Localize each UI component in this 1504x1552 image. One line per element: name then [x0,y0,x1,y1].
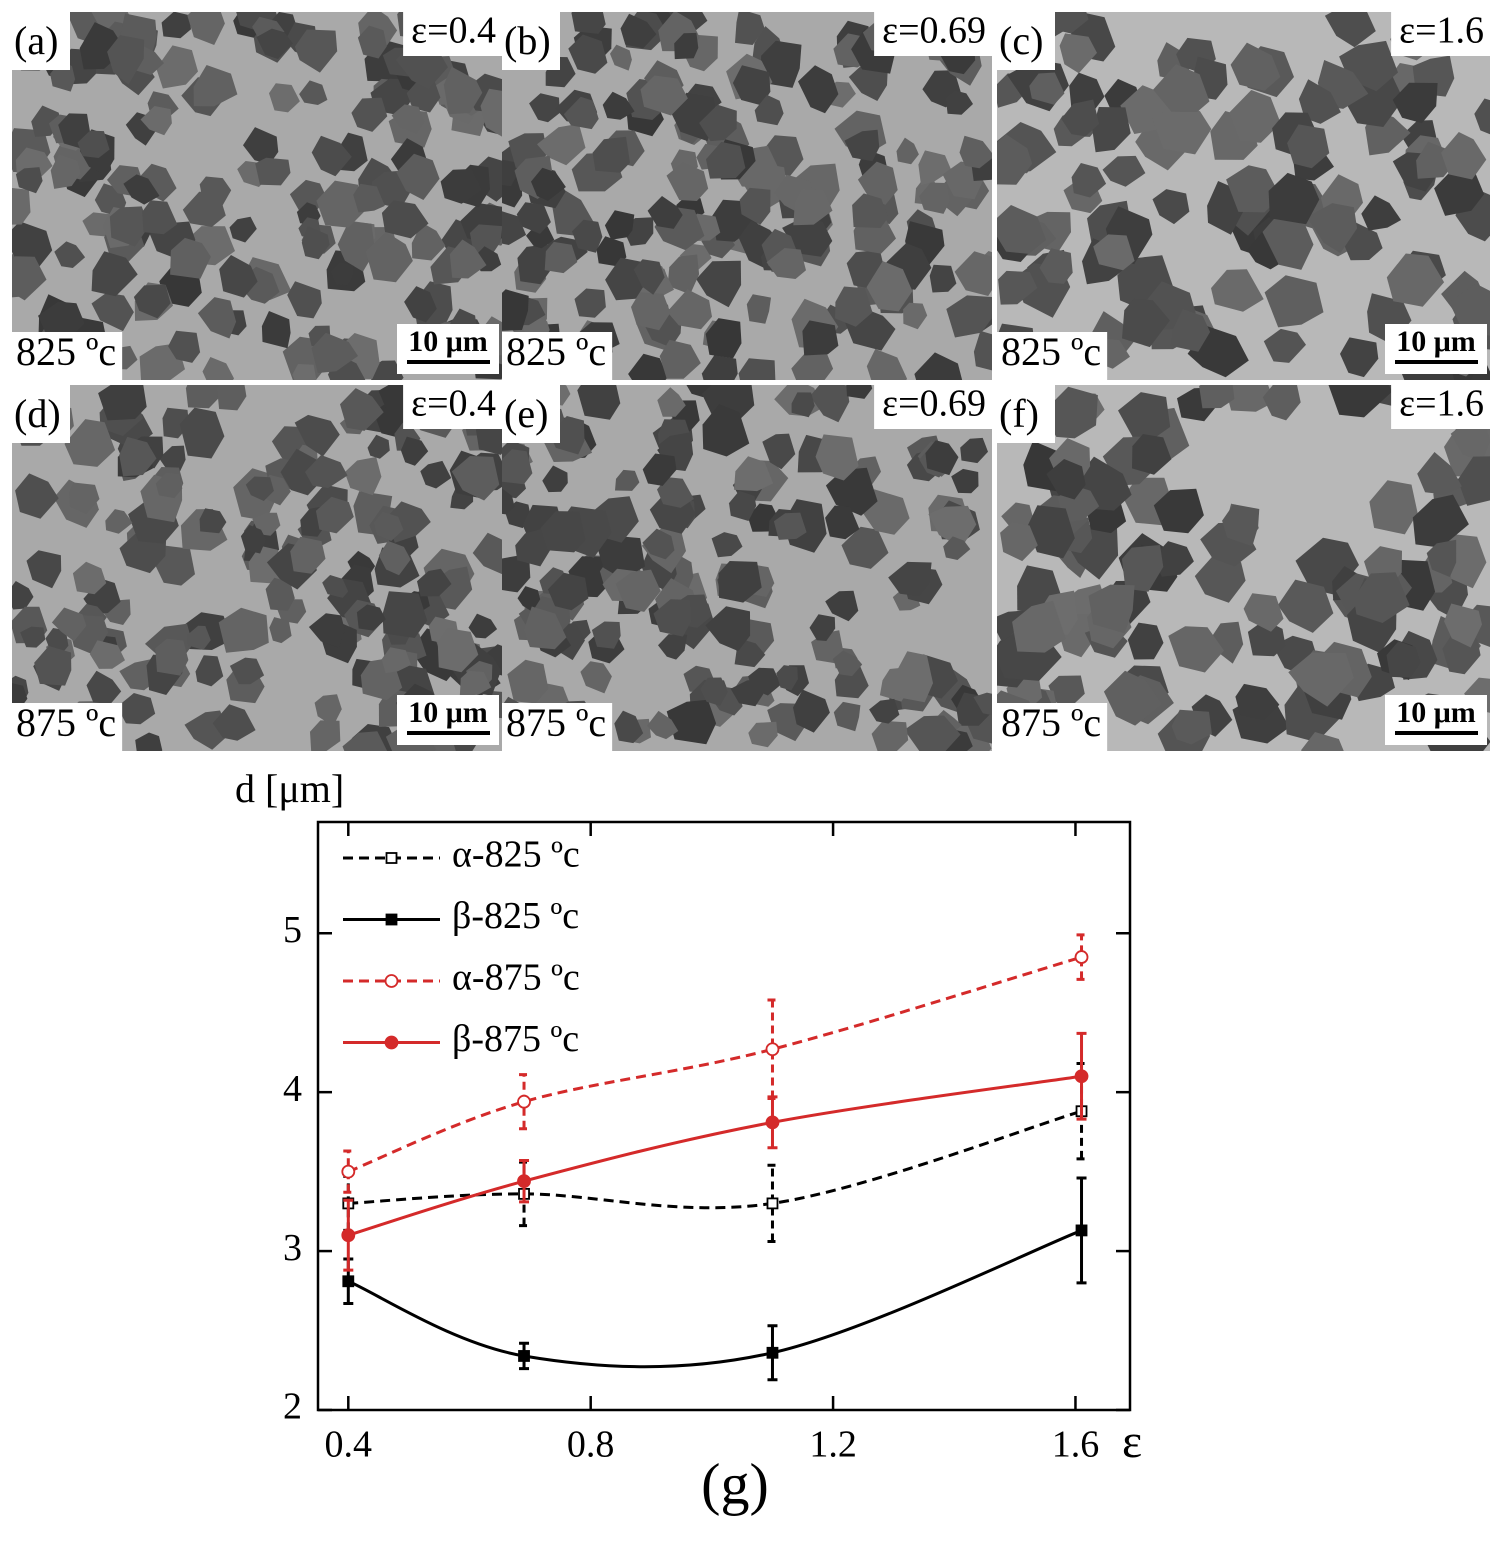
x-tick-label: 0.4 [325,1424,373,1466]
strain-label: ε=0.4 [411,10,496,52]
data-point [343,1276,353,1286]
strain-label: ε=1.6 [1399,383,1484,425]
data-point [1077,1225,1087,1235]
panel-label: (a) [14,18,58,63]
panel-label: (d) [14,391,61,436]
strain-label: ε=1.6 [1399,10,1484,52]
x-tick-label: 1.6 [1052,1424,1100,1466]
panel-label: (c) [999,18,1043,63]
scale-label: 10 μm [1396,696,1476,729]
panel-label: (e) [504,391,548,436]
scale-label: 10 μm [1396,325,1476,358]
data-point [342,1166,354,1178]
data-point [342,1229,354,1241]
y-tick-label: 3 [283,1227,302,1269]
micrograph-panel: (e) ε=0.69 875 ºc [483,365,1010,765]
legend-label: α-875 ºc [452,957,580,999]
scale-label: 10 μm [408,325,488,358]
data-point [1076,1070,1088,1082]
legend-label: β-875 ºc [452,1018,579,1060]
strain-label: ε=0.69 [882,383,986,425]
temperature-label: 875 ºc [1001,700,1101,745]
temperature-label: 825 ºc [1001,329,1101,374]
scale-label: 10 μm [408,696,488,729]
strain-label: ε=0.4 [411,383,496,425]
micrograph-panel: (f) ε=1.6 875 ºc 10 μm [978,358,1504,774]
legend-marker [387,915,397,925]
temperature-label: 875 ºc [16,700,116,745]
chart-caption: (g) [701,1451,769,1516]
data-point [766,1043,778,1055]
micrograph-panel: (b) ε=0.69 825 ºc [486,0,1011,400]
x-axis-label: ε [1122,1415,1142,1468]
legend-label: α-825 ºc [452,834,580,876]
y-tick-label: 5 [283,909,302,951]
y-tick-label: 2 [283,1386,302,1428]
panel-label: (f) [999,391,1039,436]
micrograph-panel: (c) ε=1.6 825 ºc 10 μm [979,0,1504,406]
x-tick-label: 0.8 [567,1424,615,1466]
temperature-label: 875 ºc [506,700,606,745]
legend-marker [387,853,397,863]
micrograph-panel: (a) ε=0.4 825 ºc 10 μm [0,0,525,405]
y-axis-label: d [μm] [235,766,344,811]
data-point [518,1096,530,1108]
micrograph-panel: (d) ε=0.4 875 ºc 10 μm [1,369,520,767]
panel-label: (b) [504,18,551,63]
data-point [767,1198,777,1208]
data-point [1076,951,1088,963]
temperature-label: 825 ºc [506,329,606,374]
y-tick-label: 4 [283,1068,302,1110]
x-tick-label: 1.2 [809,1424,857,1466]
data-point [767,1348,777,1358]
data-point [766,1116,778,1128]
temperature-label: 825 ºc [16,329,116,374]
data-point [519,1351,529,1361]
strain-label: ε=0.69 [882,10,986,52]
legend-label: β-825 ºc [452,895,579,937]
data-point [518,1175,530,1187]
legend-marker [386,1037,398,1049]
legend-marker [386,975,398,987]
